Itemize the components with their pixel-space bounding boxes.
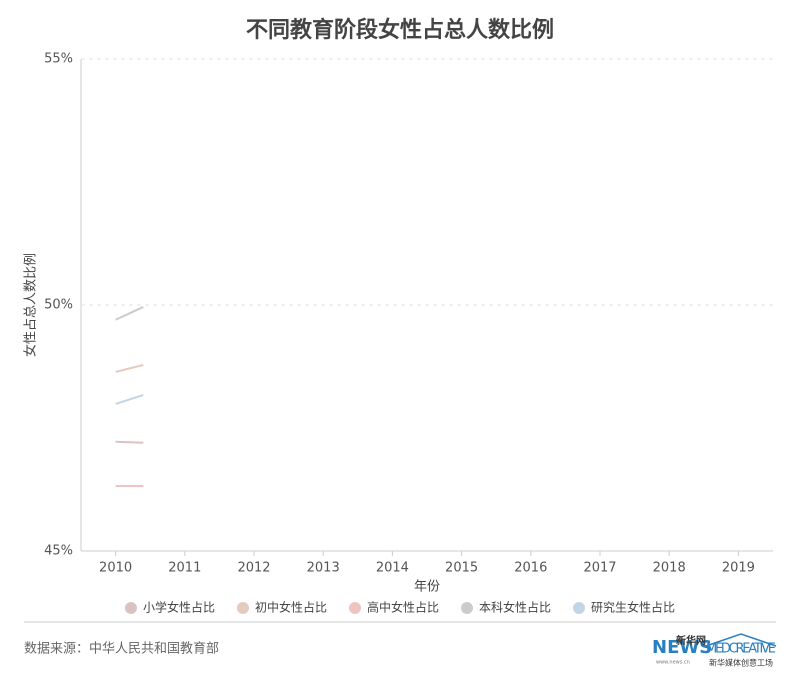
x-tick-label: 2010 (99, 561, 132, 576)
logo-text: www.news.cn (656, 660, 690, 666)
logo-medcreative: MEDCREATIVE 新华媒体创意工场 (705, 633, 777, 668)
x-tick-label: 2018 (653, 561, 686, 576)
x-tick-label: 2017 (583, 561, 616, 576)
x-tick-label: 2016 (514, 561, 547, 576)
legend-label: 高中女性占比 (367, 600, 439, 615)
source-note: 数据来源：中华人民共和国教育部 (24, 641, 219, 657)
x-tick-label: 2013 (307, 561, 340, 576)
legend-marker (461, 602, 474, 614)
legend: 小学女性占比 初中女性占比 高中女性占比 本科女性占比 研究生女性占比 (124, 600, 675, 615)
y-tick-label: 45% (44, 544, 73, 559)
logo-xinhua: NEWS 新华网 www.news.cn (652, 634, 712, 666)
legend-label: 研究生女性占比 (591, 600, 675, 615)
x-tick-label: 2019 (722, 561, 755, 576)
x-tick-label: 2014 (376, 561, 409, 576)
legend-marker (124, 602, 137, 614)
series-line (115, 306, 144, 321)
y-tick-label: 50% (44, 298, 73, 313)
y-tick-label: 55% (44, 52, 73, 67)
logo-text: NEWS (652, 637, 712, 658)
x-tick-label: 2015 (445, 561, 478, 576)
x-tick-label: 2012 (237, 561, 270, 576)
series-line (115, 394, 144, 405)
x-tick-label: 2011 (168, 561, 201, 576)
legend-label: 小学女性占比 (143, 600, 215, 615)
legend-marker (236, 602, 249, 614)
logo-roof (705, 633, 777, 647)
legend-marker (573, 602, 586, 614)
chart-title: 不同教育阶段女性占总人数比例 (246, 17, 554, 43)
y-axis-label: 女性占总人数比例 (23, 253, 39, 357)
logo-text: MEDCREATIVE (706, 642, 776, 657)
series-line (115, 440, 144, 444)
legend-marker (348, 602, 361, 614)
logo-text: 新华媒体创意工场 (709, 658, 773, 668)
series-line (115, 364, 144, 373)
legend-label: 初中女性占比 (255, 600, 327, 615)
logo-text: 新华网 (676, 634, 706, 647)
legend-label: 本科女性占比 (479, 600, 551, 615)
x-axis-label: 年份 (414, 580, 440, 595)
